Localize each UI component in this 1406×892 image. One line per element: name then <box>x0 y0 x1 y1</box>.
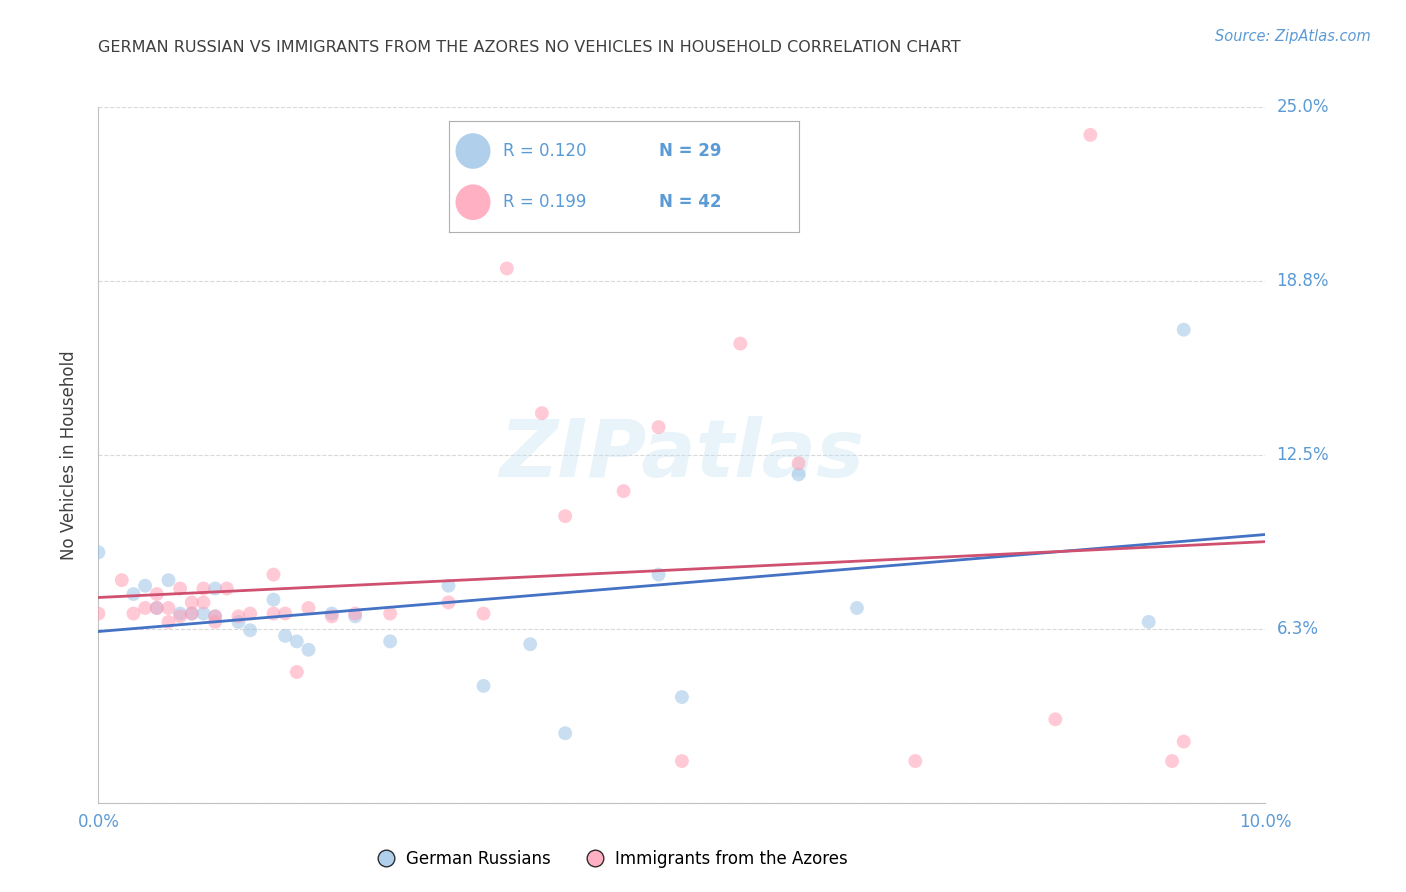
Point <box>180 595 202 609</box>
Point <box>787 467 810 482</box>
Point <box>134 579 156 593</box>
Point <box>122 587 145 601</box>
Point <box>845 601 868 615</box>
Point <box>180 607 202 621</box>
Point <box>904 754 927 768</box>
Point <box>204 615 226 629</box>
Point <box>321 607 343 621</box>
Point <box>204 609 226 624</box>
Point <box>146 601 169 615</box>
Point <box>87 607 110 621</box>
Point <box>180 607 202 621</box>
Point <box>193 595 215 609</box>
Legend: German Russians, Immigrants from the Azores: German Russians, Immigrants from the Azo… <box>370 843 853 874</box>
Point <box>193 607 215 621</box>
Point <box>530 406 553 420</box>
Point <box>297 642 319 657</box>
Point <box>378 607 402 621</box>
Point <box>1045 712 1067 726</box>
Point <box>228 609 250 624</box>
Point <box>169 607 191 621</box>
Point <box>1161 754 1184 768</box>
Point <box>157 601 180 615</box>
Point <box>472 679 495 693</box>
Point <box>157 573 180 587</box>
Point <box>215 582 238 596</box>
Point <box>134 601 156 615</box>
Text: ZIPatlas: ZIPatlas <box>499 416 865 494</box>
Point <box>437 579 460 593</box>
Point <box>274 629 297 643</box>
Point <box>344 609 367 624</box>
Point <box>204 609 226 624</box>
Point <box>495 261 517 276</box>
Point <box>519 637 541 651</box>
Point <box>1080 128 1102 142</box>
Point <box>193 582 215 596</box>
Point <box>239 607 262 621</box>
Point <box>87 545 110 559</box>
Point <box>1173 734 1195 748</box>
Text: 18.8%: 18.8% <box>1277 272 1329 290</box>
Point <box>647 567 669 582</box>
Point <box>378 634 402 648</box>
Point <box>122 607 145 621</box>
Text: 6.3%: 6.3% <box>1277 620 1319 638</box>
Point <box>169 582 191 596</box>
Point <box>297 601 319 615</box>
Point <box>262 592 284 607</box>
Text: 25.0%: 25.0% <box>1277 98 1329 116</box>
Point <box>146 587 169 601</box>
Point <box>204 582 226 596</box>
Point <box>1173 323 1195 337</box>
Point <box>321 609 343 624</box>
Point <box>437 595 460 609</box>
Point <box>169 609 191 624</box>
Point <box>285 634 308 648</box>
Text: Source: ZipAtlas.com: Source: ZipAtlas.com <box>1215 29 1371 45</box>
Point <box>671 690 693 704</box>
Point <box>111 573 134 587</box>
Point <box>239 624 262 638</box>
Point <box>228 615 250 629</box>
Point <box>146 601 169 615</box>
Point <box>285 665 308 679</box>
Text: GERMAN RUSSIAN VS IMMIGRANTS FROM THE AZORES NO VEHICLES IN HOUSEHOLD CORRELATIO: GERMAN RUSSIAN VS IMMIGRANTS FROM THE AZ… <box>98 40 962 55</box>
Y-axis label: No Vehicles in Household: No Vehicles in Household <box>59 350 77 560</box>
Point <box>612 484 634 499</box>
Point <box>671 754 693 768</box>
Point <box>647 420 669 434</box>
Point <box>472 607 495 621</box>
Text: 12.5%: 12.5% <box>1277 446 1329 464</box>
Point <box>1137 615 1160 629</box>
Point <box>262 567 284 582</box>
Point <box>728 336 751 351</box>
Point <box>554 726 576 740</box>
Point <box>344 607 367 621</box>
Point <box>157 615 180 629</box>
Point <box>262 607 284 621</box>
Point <box>787 456 810 470</box>
Point <box>274 607 297 621</box>
Point <box>554 509 576 524</box>
